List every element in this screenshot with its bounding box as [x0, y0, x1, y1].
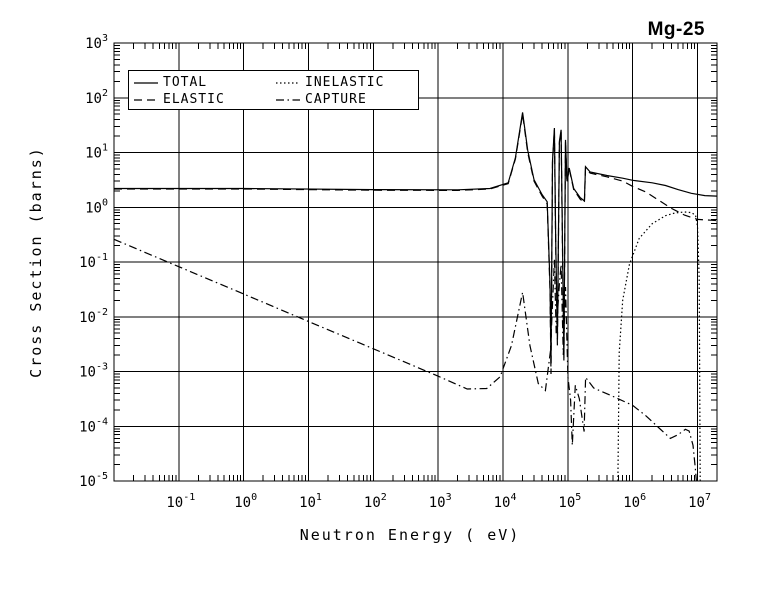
svg-text:103: 103 — [429, 492, 452, 511]
grid-lines — [114, 43, 717, 481]
svg-text:10-4: 10-4 — [79, 416, 108, 435]
curve-elastic — [114, 114, 717, 375]
svg-text:10-3: 10-3 — [79, 362, 108, 381]
svg-text:100: 100 — [85, 197, 108, 216]
legend: TOTAL ELASTIC INELASTIC CAPTURE — [128, 70, 419, 110]
legend-label-inelastic: INELASTIC — [305, 75, 385, 90]
legend-label-capture: CAPTURE — [305, 92, 367, 107]
legend-line-dotted-icon — [276, 82, 300, 84]
legend-entry-elastic: ELASTIC — [134, 92, 269, 108]
legend-entry-total: TOTAL — [134, 75, 269, 91]
svg-text:10-1: 10-1 — [166, 492, 195, 511]
svg-text:101: 101 — [299, 492, 322, 511]
legend-label-total: TOTAL — [163, 75, 208, 90]
svg-text:102: 102 — [85, 88, 108, 107]
svg-text:10-1: 10-1 — [79, 252, 108, 271]
curve-total — [114, 112, 717, 364]
svg-text:100: 100 — [234, 492, 257, 511]
legend-entry-capture: CAPTURE — [276, 92, 416, 108]
data-curves — [114, 112, 717, 481]
x-axis-label: Neutron Energy ( eV) — [299, 526, 521, 544]
svg-text:107: 107 — [688, 492, 711, 511]
svg-text:101: 101 — [85, 143, 108, 162]
legend-entry-inelastic: INELASTIC — [276, 75, 416, 91]
svg-text:10-2: 10-2 — [79, 307, 108, 326]
svg-text:103: 103 — [85, 33, 108, 52]
legend-line-dashdot-icon — [276, 99, 300, 101]
y-axis-label: Cross Section (barns) — [27, 146, 45, 378]
legend-line-solid-icon — [134, 82, 158, 84]
curve-inelastic — [617, 211, 701, 481]
svg-text:106: 106 — [623, 492, 646, 511]
plot-title: Mg-25 — [647, 19, 705, 40]
svg-text:10-5: 10-5 — [79, 471, 108, 490]
tick-labels: 10-1 100 101 102 103 104 105 106 107 103 102 101 100… — [79, 33, 711, 511]
legend-line-dashed-icon — [134, 99, 158, 101]
svg-text:104: 104 — [494, 492, 517, 511]
axis-ticks — [114, 43, 717, 481]
svg-text:105: 105 — [558, 492, 581, 511]
svg-text:102: 102 — [364, 492, 387, 511]
curve-capture — [114, 238, 697, 481]
legend-label-elastic: ELASTIC — [163, 92, 225, 107]
